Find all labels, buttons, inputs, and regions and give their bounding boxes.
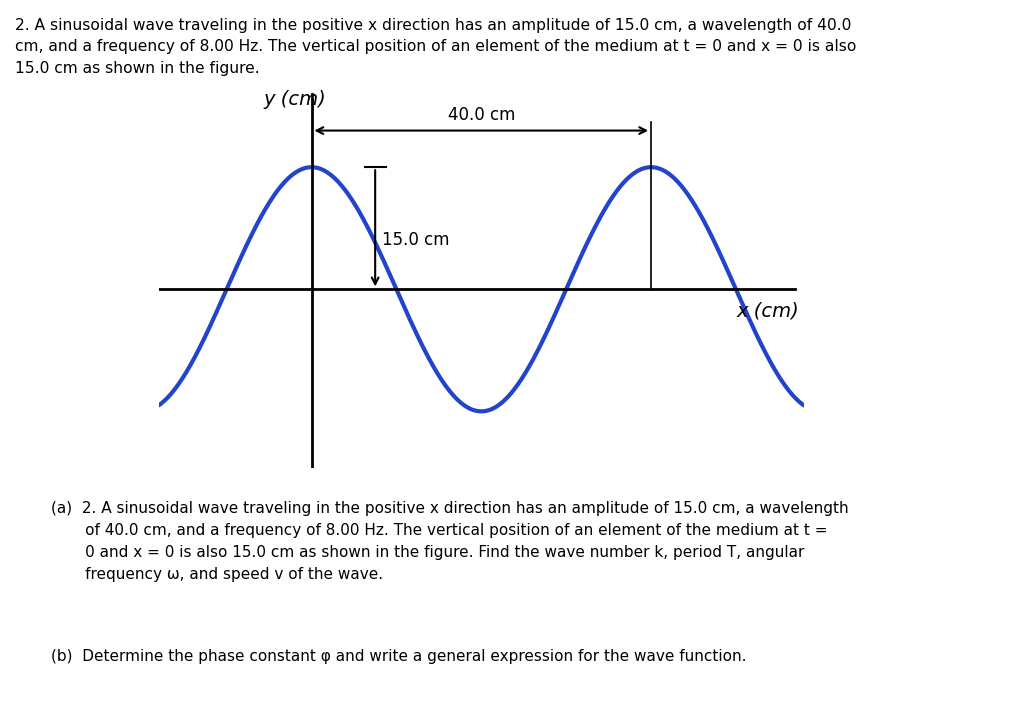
Text: 2. A sinusoidal wave traveling in the positive x direction has an amplitude of 1: 2. A sinusoidal wave traveling in the po… xyxy=(15,18,857,76)
Text: 40.0 cm: 40.0 cm xyxy=(447,106,515,124)
Text: (a)  2. A sinusoidal wave traveling in the positive x direction has an amplitude: (a) 2. A sinusoidal wave traveling in th… xyxy=(51,500,849,582)
Text: 15.0 cm: 15.0 cm xyxy=(382,232,450,250)
Text: y (cm): y (cm) xyxy=(263,90,326,109)
Text: x (cm): x (cm) xyxy=(737,302,800,320)
Text: (b)  Determine the phase constant φ and write a general expression for the wave : (b) Determine the phase constant φ and w… xyxy=(51,649,746,664)
